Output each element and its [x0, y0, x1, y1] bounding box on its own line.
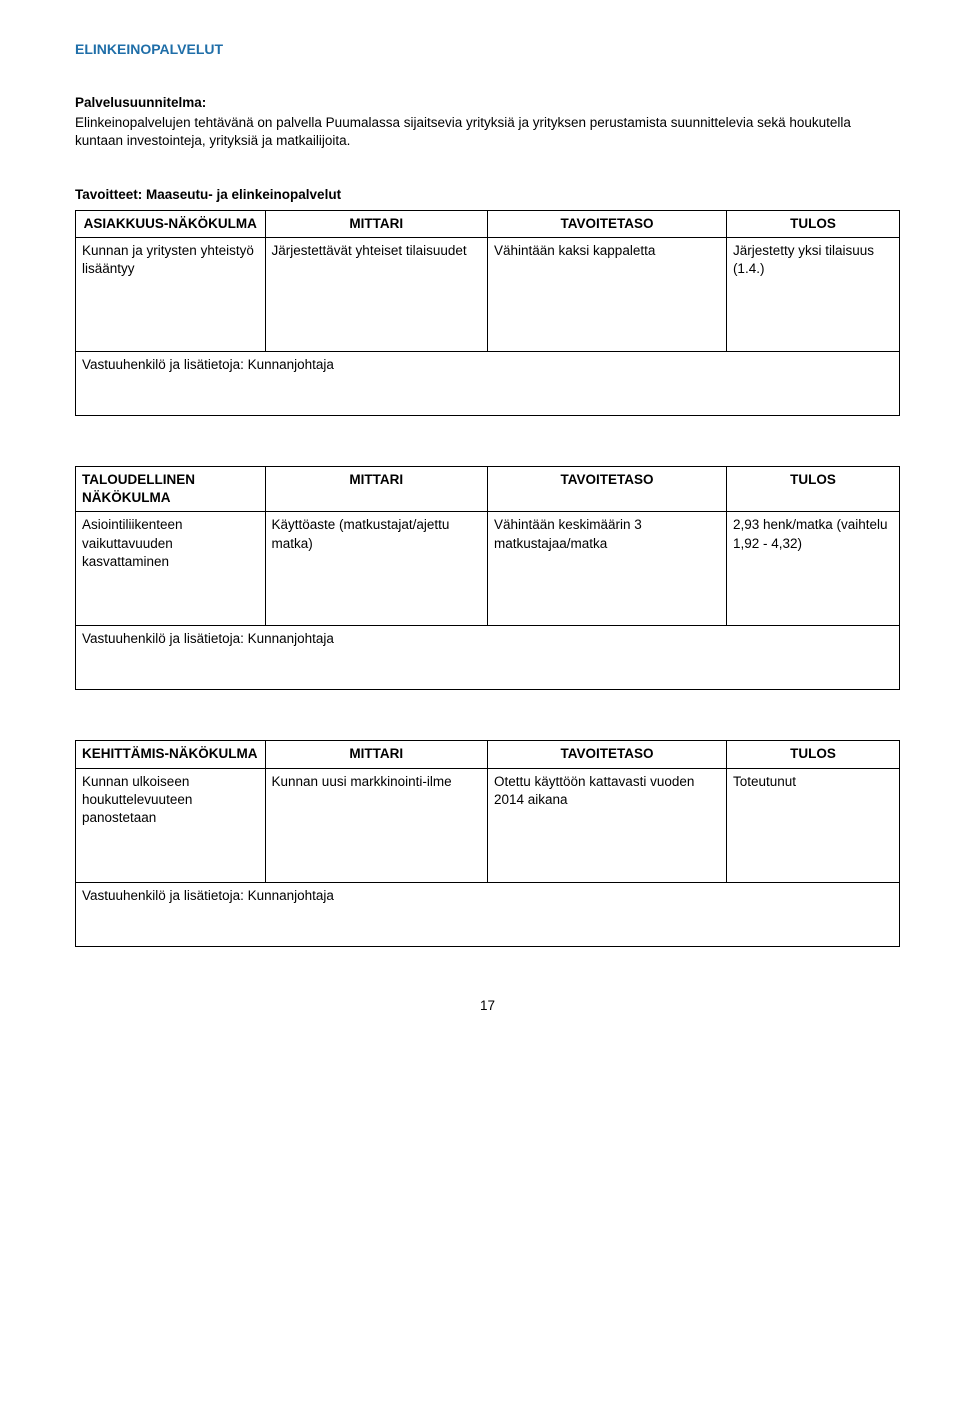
table1-c2: Järjestettävät yhteiset tilaisuudet: [265, 237, 487, 351]
table1-h2: MITTARI: [265, 210, 487, 237]
table2-header-row: TALOUDELLINEN NÄKÖKULMA MITTARI TAVOITET…: [76, 466, 900, 511]
table3-c3: Otettu käyttöön kattavasti vuoden 2014 a…: [487, 768, 726, 882]
table3: KEHITTÄMIS-NÄKÖKULMA MITTARI TAVOITETASO…: [75, 740, 900, 946]
table3-h1: KEHITTÄMIS-NÄKÖKULMA: [76, 741, 266, 768]
table1-heading: Tavoitteet: Maaseutu- ja elinkeinopalvel…: [75, 186, 900, 204]
table2-h4: TULOS: [726, 466, 899, 511]
table3-h2: MITTARI: [265, 741, 487, 768]
section-title: ELINKEINOPALVELUT: [75, 40, 900, 59]
table1-h4: TULOS: [726, 210, 899, 237]
table1-c4: Järjestetty yksi tilaisuus (1.4.): [726, 237, 899, 351]
table1-data-row: Kunnan ja yritysten yhteistyö lisääntyy …: [76, 237, 900, 351]
table3-footer-row: Vastuuhenkilö ja lisätietoja: Kunnanjoht…: [76, 882, 900, 946]
table3-c4: Toteutunut: [726, 768, 899, 882]
table3-c1: Kunnan ulkoiseen houkuttelevuuteen panos…: [76, 768, 266, 882]
table2-footer: Vastuuhenkilö ja lisätietoja: Kunnanjoht…: [76, 626, 900, 690]
table3-data-row: Kunnan ulkoiseen houkuttelevuuteen panos…: [76, 768, 900, 882]
table2-c3: Vähintään keskimäärin 3 matkustajaa/matk…: [487, 512, 726, 626]
plan-heading: Palvelusuunnitelma:: [75, 94, 900, 112]
table1-h3: TAVOITETASO: [487, 210, 726, 237]
table2-c4: 2,93 henk/matka (vaihtelu 1,92 - 4,32): [726, 512, 899, 626]
table1-c1: Kunnan ja yritysten yhteistyö lisääntyy: [76, 237, 266, 351]
plan-text: Elinkeinopalvelujen tehtävänä on palvell…: [75, 114, 900, 150]
table1-footer: Vastuuhenkilö ja lisätietoja: Kunnanjoht…: [76, 351, 900, 415]
table1-c3: Vähintään kaksi kappaletta: [487, 237, 726, 351]
table1-footer-row: Vastuuhenkilö ja lisätietoja: Kunnanjoht…: [76, 351, 900, 415]
table3-footer: Vastuuhenkilö ja lisätietoja: Kunnanjoht…: [76, 882, 900, 946]
table2-c1: Asiointiliikenteen vaikuttavuuden kasvat…: [76, 512, 266, 626]
table2-c2: Käyttöaste (matkustajat/ajettu matka): [265, 512, 487, 626]
table2-h3: TAVOITETASO: [487, 466, 726, 511]
table3-h4: TULOS: [726, 741, 899, 768]
table1-header-row: ASIAKKUUS-NÄKÖKULMA MITTARI TAVOITETASO …: [76, 210, 900, 237]
table2-data-row: Asiointiliikenteen vaikuttavuuden kasvat…: [76, 512, 900, 626]
table2-footer-row: Vastuuhenkilö ja lisätietoja: Kunnanjoht…: [76, 626, 900, 690]
table2: TALOUDELLINEN NÄKÖKULMA MITTARI TAVOITET…: [75, 466, 900, 690]
page-number: 17: [75, 997, 900, 1015]
table1: ASIAKKUUS-NÄKÖKULMA MITTARI TAVOITETASO …: [75, 210, 900, 416]
table3-header-row: KEHITTÄMIS-NÄKÖKULMA MITTARI TAVOITETASO…: [76, 741, 900, 768]
table1-h1: ASIAKKUUS-NÄKÖKULMA: [76, 210, 266, 237]
table2-h2: MITTARI: [265, 466, 487, 511]
table3-c2: Kunnan uusi markkinointi-ilme: [265, 768, 487, 882]
table3-h3: TAVOITETASO: [487, 741, 726, 768]
table2-h1: TALOUDELLINEN NÄKÖKULMA: [76, 466, 266, 511]
